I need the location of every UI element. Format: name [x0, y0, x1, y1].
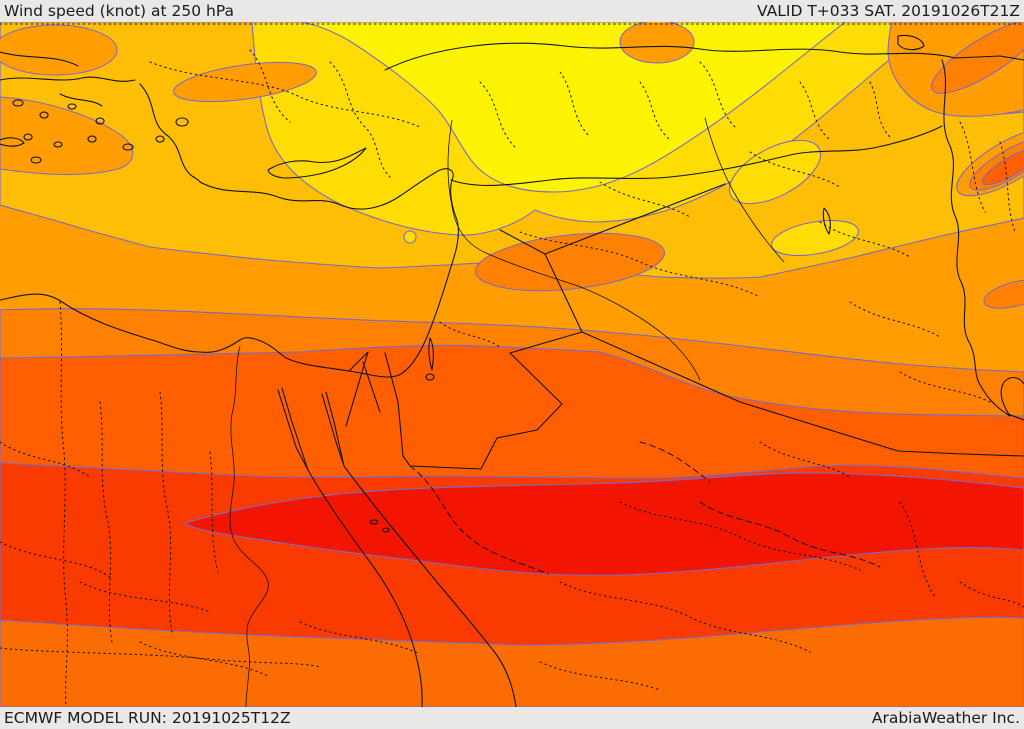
coast-black-sea	[384, 42, 1024, 71]
band-gold-tongue-1	[728, 139, 822, 205]
band-yellow	[299, 22, 846, 193]
branding-label: ArabiaWeather Inc.	[871, 709, 1020, 727]
title-bar: Wind speed (knot) at 250 hPa VALID T+033…	[0, 0, 1024, 22]
dashed-saudi-neutral-1	[409, 465, 549, 575]
admin-egypt-1	[99, 401, 113, 643]
blob-orange-topleft	[0, 24, 118, 76]
admin-turkey-2	[249, 49, 391, 178]
band-e-orange-red-streak	[981, 146, 1024, 186]
lake-urmia	[822, 207, 831, 235]
border-israel	[345, 351, 404, 457]
blob-orange-sw-turkey	[173, 61, 317, 103]
map-title: Wind speed (knot) at 250 hPa	[4, 2, 235, 20]
band-red-core	[183, 472, 1024, 576]
river-euphrates	[447, 119, 701, 381]
border-iran	[941, 59, 1011, 417]
valid-time-label: VALID T+033 SAT. 20191026T21Z	[757, 2, 1020, 20]
dashed-iraq-saudi-2	[639, 441, 711, 483]
river-tigris	[704, 117, 785, 263]
lake-dead-sea	[425, 337, 435, 381]
blob-deep-east	[983, 279, 1024, 309]
red-sea-islands	[369, 519, 390, 533]
border-jordan-iraq	[499, 229, 583, 333]
country-borders	[345, 59, 1024, 470]
admin-saudi-2	[619, 501, 861, 571]
admin-saudi-3	[559, 581, 1024, 653]
aegean-islands	[0, 99, 189, 164]
admin-egypt-2	[159, 391, 219, 633]
border-syria-iraq	[544, 183, 726, 255]
admin-turkey-4	[699, 61, 891, 141]
admin-saudi-1	[759, 441, 936, 598]
status-bar: ECMWF MODEL RUN: 20191025T12Z ArabiaWeat…	[0, 707, 1024, 729]
blob-orange-topcenter	[619, 22, 695, 64]
dashed-saudi-neutral-2	[699, 501, 881, 568]
lake-van	[897, 34, 925, 51]
band-gold-tongue-2	[771, 219, 859, 257]
admin-jordan	[439, 321, 501, 348]
coast-levant-egypt	[0, 168, 459, 378]
admin-turkey-1	[149, 61, 421, 128]
admin-iran	[959, 121, 1016, 233]
border-iraq-saudi	[581, 331, 1024, 457]
coast-gulf-of-aqaba	[321, 391, 345, 467]
admin-boundaries-dashed	[409, 441, 881, 575]
coast-marmara	[0, 51, 136, 107]
coast-red-sea-east	[343, 465, 517, 707]
coast-cyprus	[267, 147, 367, 179]
coast-gulf-of-suez	[277, 387, 309, 471]
admin-iraq-2	[849, 301, 991, 403]
admin-iraq-1	[749, 151, 911, 258]
border-jordan-saudi	[402, 331, 583, 470]
weather-map	[0, 22, 1024, 707]
admin-boundaries-dotted	[0, 23, 1024, 707]
admin-egypt-3	[79, 581, 271, 678]
admin-sudan	[299, 621, 661, 691]
blob-orange-aegean	[0, 96, 134, 175]
rivers	[229, 117, 785, 707]
model-run-label: ECMWF MODEL RUN: 20191025T12Z	[4, 709, 291, 727]
border-egypt-sudan-dotted	[0, 647, 321, 668]
band-gold-ring	[403, 230, 417, 244]
coast-red-sea-west	[307, 469, 423, 707]
admin-turkey-3	[479, 71, 671, 148]
blob-deep-jordan	[474, 232, 666, 292]
map-area	[0, 22, 1024, 707]
band-south-orange	[0, 616, 1024, 707]
coast-persian-gulf	[1000, 376, 1024, 421]
river-nile	[229, 345, 269, 707]
admin-libya	[0, 441, 111, 578]
border-turkey-syria	[450, 125, 943, 186]
coastlines	[0, 34, 1024, 707]
coast-aegean	[139, 83, 201, 183]
admin-syria	[519, 181, 761, 298]
